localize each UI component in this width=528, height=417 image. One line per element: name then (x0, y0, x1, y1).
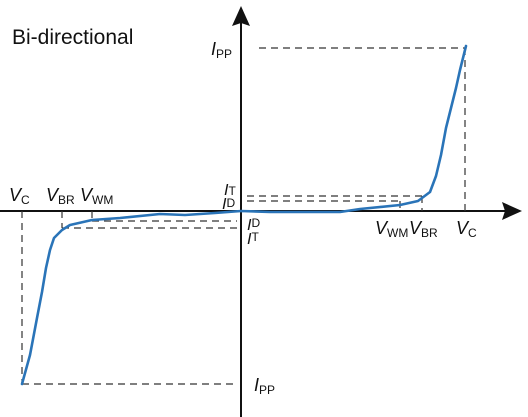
vbr-left-label: VBR (46, 185, 75, 207)
id-bottom-label: ID (247, 216, 260, 234)
ipp-top-label: IPP (211, 39, 232, 61)
it-top-label: IT (224, 182, 236, 199)
ipp-bottom-label: IPP (254, 375, 275, 397)
iv-curve (20, 44, 468, 386)
vbr-right-label: VBR (409, 218, 438, 240)
vwm-right-label: VWM (375, 218, 408, 240)
y-axis-arrowhead (232, 6, 250, 26)
x-axis-arrowhead (502, 202, 522, 220)
id-top-label: ID (222, 196, 235, 213)
diagram-title: Bi-directional (12, 26, 133, 49)
vwm-left-label: VWM (80, 185, 113, 207)
vc-right-label: VC (456, 218, 477, 240)
vc-left-label: VC (9, 185, 30, 207)
it-bottom-label: IT (247, 230, 259, 248)
guide-lines (21, 47, 466, 385)
